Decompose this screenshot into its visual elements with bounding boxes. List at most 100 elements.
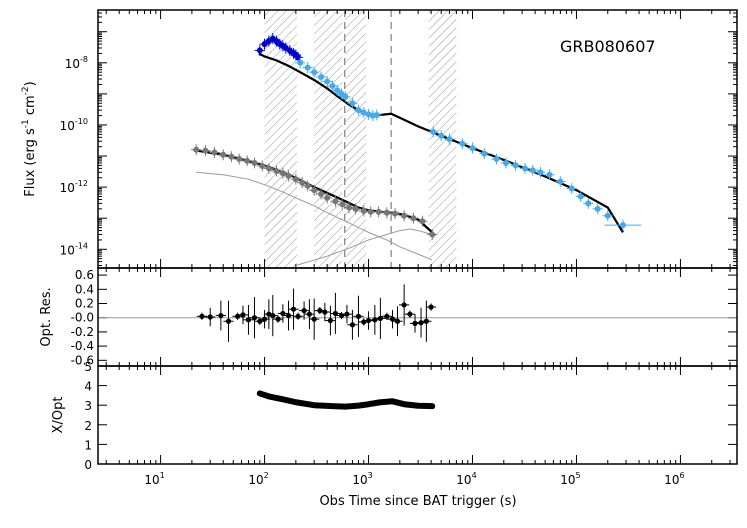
y-tick-label: 4 — [84, 380, 92, 394]
data-point — [493, 156, 500, 163]
data-point — [311, 187, 318, 194]
x-tick-label: 102 — [248, 471, 268, 487]
data-point — [383, 209, 390, 216]
x-axis-label: Obs Time since BAT trigger (s) — [319, 494, 516, 509]
ratio-line — [256, 390, 436, 410]
residuals-panel: Opt. Res. -0.6-0.4-0.2-0.00.20.40.6 — [39, 267, 738, 367]
data-point — [292, 176, 299, 183]
tick-base: 10 — [664, 473, 679, 487]
data-point — [459, 140, 466, 147]
tick-exponent: 3 — [368, 471, 373, 480]
residual-point — [225, 318, 232, 324]
data-point — [401, 212, 408, 219]
data-point — [419, 218, 426, 225]
data-point — [568, 185, 575, 192]
tick-exponent: 2 — [264, 471, 269, 480]
residual-point — [377, 315, 383, 322]
residual-point — [257, 318, 263, 324]
residual-point — [322, 309, 328, 315]
flux-data — [191, 33, 642, 267]
data-point — [352, 205, 359, 212]
ratio-y-tick-labels: 0 1 2 3 4 5 — [84, 360, 92, 472]
residual-point — [327, 317, 334, 324]
residual-point — [251, 315, 258, 321]
y-tick-label: -0.6 — [71, 353, 94, 367]
data-point — [193, 146, 200, 153]
y-tick-label: 10-12 — [60, 179, 88, 195]
data-point — [585, 200, 592, 207]
residual-point — [280, 310, 286, 317]
x-tick-label: 103 — [352, 471, 372, 487]
y-tick-label: -0.2 — [71, 325, 94, 339]
residual-point — [344, 311, 350, 317]
tick-exponent: 6 — [680, 471, 685, 480]
data-point — [502, 159, 509, 166]
data-point — [332, 198, 339, 205]
y-tick-label: -0.0 — [71, 311, 94, 325]
x-tick-label: 101 — [144, 471, 164, 487]
residual-point — [394, 318, 401, 324]
residual-point — [270, 312, 276, 319]
x-tick-labels: 101 102 103 104 105 106 — [144, 471, 684, 487]
x-tick-label: 105 — [560, 471, 580, 487]
data-point — [236, 156, 243, 163]
tick-base: 10 — [560, 473, 575, 487]
tick-base: 10 — [60, 243, 75, 257]
data-point — [318, 191, 325, 198]
data-point — [367, 208, 374, 215]
flux-y-axis-label: Flux (erg s-1 cm-2) — [21, 81, 38, 197]
data-point — [329, 82, 336, 89]
tick-exponent: 1 — [160, 471, 165, 480]
tick-marks — [98, 268, 737, 366]
y-tick-label: 10-10 — [60, 117, 88, 133]
data-point — [228, 153, 235, 160]
data-point — [297, 59, 304, 66]
y-label-part: -1 — [21, 119, 31, 128]
ratio-panel-frame — [97, 365, 738, 465]
data-point — [481, 150, 488, 157]
data-point — [346, 204, 353, 211]
shaded-interval — [314, 10, 343, 268]
tick-exponent: -14 — [75, 241, 88, 250]
residual-point — [240, 312, 246, 318]
data-point — [279, 170, 286, 177]
data-point — [546, 171, 553, 178]
data-point — [334, 87, 341, 94]
residual-point — [301, 308, 307, 314]
model-line — [196, 171, 433, 261]
tick-base: 10 — [60, 181, 75, 195]
residual-point — [311, 316, 317, 322]
tick-exponent: 4 — [472, 471, 477, 480]
residual-point — [245, 317, 252, 323]
tick-base: 10 — [352, 473, 367, 487]
tick-exponent: -8 — [80, 55, 88, 64]
tick-exponent: -12 — [75, 179, 88, 188]
data-point — [259, 162, 266, 169]
residual-point — [423, 318, 429, 324]
y-label-part: -2 — [21, 86, 31, 95]
data-point — [522, 165, 529, 172]
data-point — [295, 54, 302, 61]
residuals-data — [98, 284, 737, 342]
flux-panel: GRB080607 Flux (erg s-1 cm-2) 10-810-101… — [21, 9, 738, 269]
residual-point — [355, 313, 362, 319]
model-line — [295, 228, 433, 267]
data-point — [429, 231, 436, 238]
data-point — [619, 222, 626, 229]
y-tick-label: 0.2 — [75, 297, 94, 311]
data-point — [299, 179, 306, 186]
tick-base: 10 — [65, 57, 80, 71]
chart-title: GRB080607 — [560, 37, 656, 56]
residual-point — [412, 320, 418, 326]
data-point — [469, 145, 476, 152]
data-point — [318, 73, 325, 80]
data-point — [446, 136, 453, 143]
residual-point — [207, 314, 213, 320]
data-point — [273, 168, 280, 175]
residual-point — [275, 316, 281, 322]
residual-point — [428, 304, 434, 310]
data-point — [285, 172, 292, 179]
data-point — [438, 132, 445, 139]
